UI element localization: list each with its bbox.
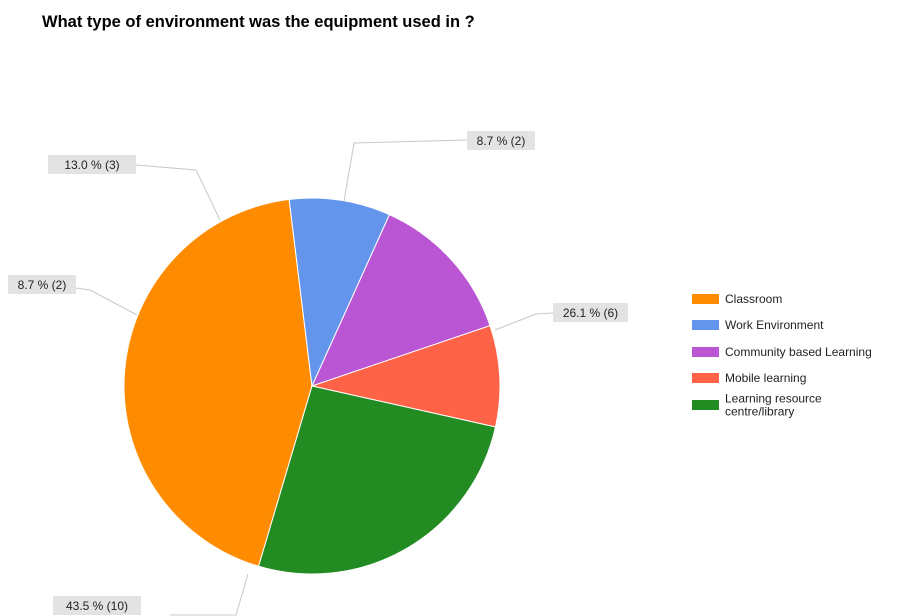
leader-line <box>343 139 468 202</box>
legend-swatch-classroom <box>692 294 719 304</box>
data-label-background <box>48 155 136 174</box>
data-label: 43.5 % (10) <box>66 599 128 613</box>
data-label-background <box>8 275 76 294</box>
legend-swatch-community-based-learning <box>692 347 719 357</box>
legend-label-mobile-learning: Mobile learning <box>725 371 806 385</box>
leader-line <box>170 573 249 616</box>
data-label: 8.7 % (2) <box>18 278 67 292</box>
data-label: 26.1 % (6) <box>563 306 618 320</box>
legend: Classroom Work Environment Community based… <box>692 292 872 419</box>
legend-label-work-environment: Work Environment <box>725 318 824 332</box>
pie-slice-learning-resource-centre-library[interactable] <box>257 385 497 575</box>
legend-label-classroom: Classroom <box>725 292 782 306</box>
pie-slice-mobile-learning[interactable] <box>310 325 501 428</box>
leader-line <box>75 287 138 316</box>
chart-title: What type of environment was the equipme… <box>42 13 475 31</box>
data-label-background <box>467 131 535 150</box>
leader-line <box>494 312 554 331</box>
pie-slice-work-environment[interactable] <box>288 197 391 388</box>
data-label: 8.7 % (2) <box>477 134 526 148</box>
legend-swatch-learning-resource-centre-library <box>692 400 719 410</box>
pie-slice-classroom[interactable] <box>123 198 313 567</box>
data-label-background <box>53 596 141 615</box>
legend-swatch-work-environment <box>692 320 719 330</box>
data-label-background <box>553 303 628 322</box>
legend-label-community-based-learning: Community based Learning <box>725 345 872 359</box>
pie-slice-community-based-learning[interactable] <box>311 214 491 387</box>
legend-label-learning-resource-centre-library: Learning resource centre/library <box>725 392 822 419</box>
data-label: 13.0 % (3) <box>64 158 119 172</box>
leader-line <box>135 164 221 221</box>
legend-swatch-mobile-learning <box>692 373 719 383</box>
